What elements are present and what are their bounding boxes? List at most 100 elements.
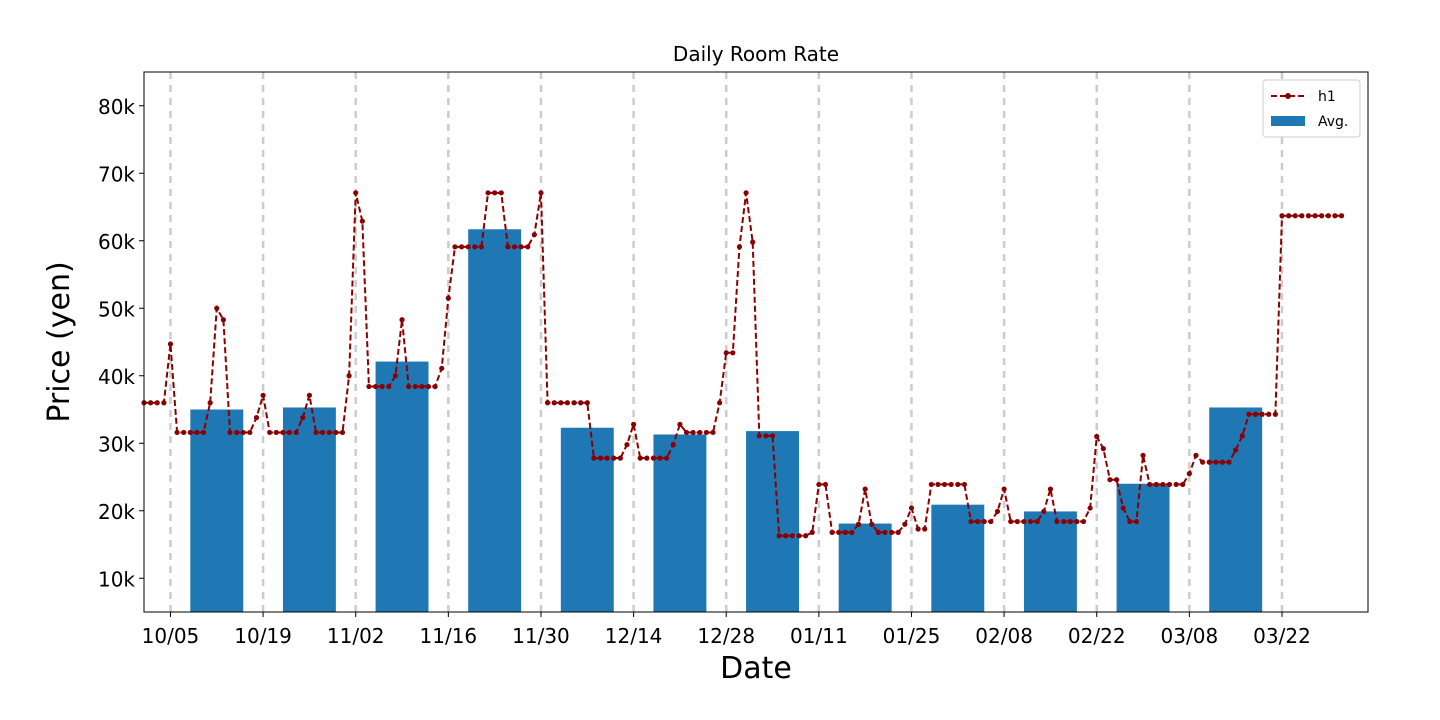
line-point	[597, 455, 604, 461]
line-point	[875, 529, 882, 535]
line-point	[789, 533, 795, 539]
line-point	[320, 429, 326, 436]
line-point	[1014, 518, 1020, 525]
line-point	[935, 481, 941, 488]
bar	[1209, 407, 1263, 612]
y-tick-label: 60k	[98, 230, 135, 254]
line-point	[809, 529, 815, 535]
line-point	[796, 533, 802, 539]
line-point	[1133, 518, 1140, 525]
y-tick-label: 20k	[98, 500, 135, 524]
line-point	[498, 190, 504, 196]
line-point	[458, 244, 465, 250]
line-point	[366, 383, 372, 390]
line-point	[300, 415, 306, 421]
line-point	[1080, 518, 1087, 525]
line-point	[1127, 518, 1133, 525]
x-tick-label: 01/25	[883, 624, 941, 648]
line-point	[769, 433, 776, 439]
line-point	[1266, 411, 1272, 417]
line-point	[1259, 411, 1265, 417]
line-point	[578, 400, 584, 406]
line-point	[392, 373, 399, 379]
bar	[1116, 483, 1170, 612]
legend-label-avg: Avg.	[1318, 114, 1348, 130]
line-point	[485, 190, 491, 196]
line-point	[690, 429, 696, 436]
line-point	[148, 400, 154, 406]
line-point	[703, 429, 709, 436]
line-point	[1252, 411, 1259, 417]
line-point	[571, 400, 577, 406]
line-point	[670, 442, 676, 448]
line-point	[220, 317, 226, 323]
x-axis-label: Date	[720, 651, 792, 686]
line-point	[902, 521, 908, 527]
x-tick-label: 02/22	[1068, 624, 1126, 648]
line-point	[280, 429, 286, 436]
line-point	[803, 533, 809, 539]
bar	[468, 229, 522, 612]
line-point	[862, 486, 868, 492]
line-point	[564, 400, 571, 406]
line-point	[697, 429, 703, 436]
line-point	[1186, 471, 1192, 477]
line-point	[214, 305, 220, 311]
line-point	[717, 400, 723, 406]
line-point	[1272, 411, 1278, 417]
line-point	[1246, 411, 1252, 417]
line-point	[313, 429, 319, 436]
line-point	[604, 455, 610, 461]
x-tick-label: 03/22	[1253, 624, 1311, 648]
line-point	[1120, 505, 1126, 511]
line-point	[161, 400, 167, 406]
line-point	[743, 190, 749, 196]
line-point	[1312, 213, 1318, 219]
line-point	[425, 383, 432, 390]
line-point	[1219, 459, 1226, 465]
bar	[190, 409, 244, 612]
x-tick-label: 10/19	[234, 624, 292, 648]
line-point	[1008, 518, 1014, 525]
line-point	[730, 350, 736, 356]
line-point	[1299, 213, 1305, 219]
line-point	[836, 529, 842, 535]
line-point	[988, 518, 994, 525]
x-tick-label: 11/30	[512, 624, 570, 648]
line-point	[432, 383, 438, 390]
line-point	[829, 529, 835, 535]
line-point	[478, 244, 485, 250]
line-point	[1286, 213, 1292, 219]
x-tick-label: 03/08	[1161, 624, 1219, 648]
line-point	[419, 383, 425, 390]
line-point	[869, 521, 875, 527]
line-point	[359, 218, 365, 224]
line-point	[207, 400, 213, 406]
line-point	[611, 455, 617, 461]
line-point	[333, 429, 339, 436]
line-point	[379, 383, 385, 390]
x-tick-label: 12/14	[605, 624, 663, 648]
line-point	[1160, 481, 1166, 488]
line-point	[1061, 518, 1067, 525]
line-point	[816, 481, 822, 488]
line-point	[492, 190, 498, 196]
line-point	[1107, 477, 1113, 483]
legend-bar-swatch	[1271, 116, 1305, 126]
line-point	[1113, 477, 1120, 483]
y-axis: 10k 20k 30k 40k 50k 60k 70k 80k	[98, 95, 144, 591]
line-point	[200, 429, 207, 436]
line-point	[1153, 481, 1159, 488]
line-point	[353, 190, 359, 196]
y-tick-label: 10k	[98, 567, 135, 591]
line-point	[234, 429, 240, 436]
legend: h1 Avg.	[1262, 79, 1361, 138]
line-point	[1027, 518, 1034, 525]
bar-series	[190, 229, 1263, 612]
line-point	[1233, 447, 1239, 453]
bar	[746, 431, 800, 612]
line-point	[591, 455, 597, 461]
line-point	[187, 429, 193, 436]
line-point	[975, 518, 981, 525]
